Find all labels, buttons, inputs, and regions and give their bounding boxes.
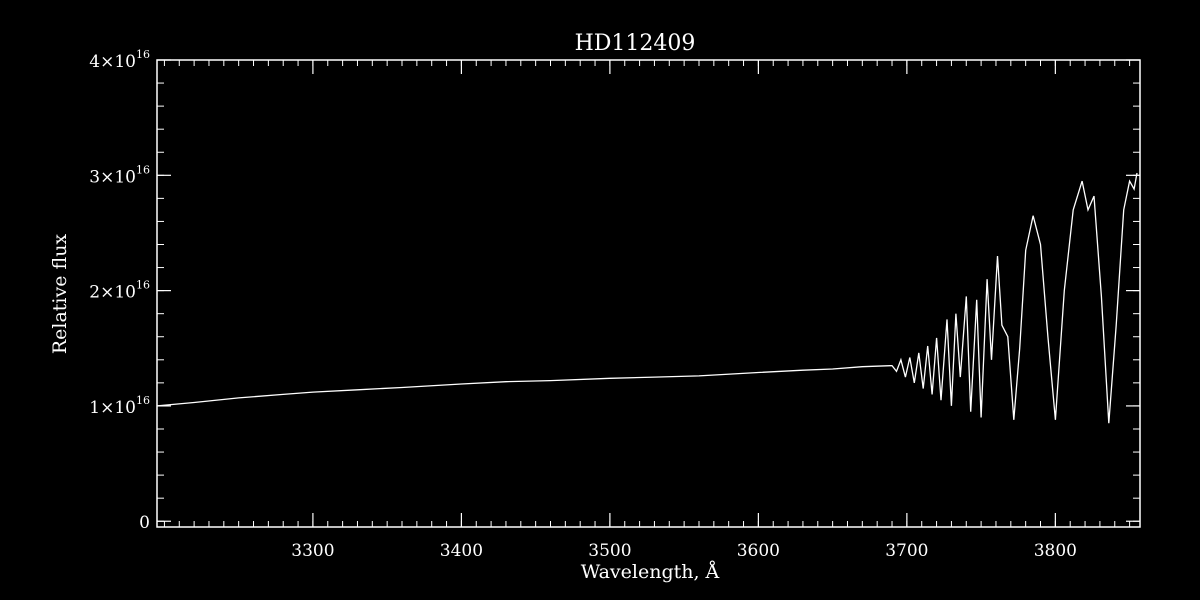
- y-axis-ticks: [157, 59, 1140, 522]
- x-tick-label: 3600: [737, 541, 780, 561]
- x-tick-label: 3300: [291, 541, 334, 561]
- y-tick-label: 1×1016: [89, 394, 150, 418]
- x-tick-label: 3700: [885, 541, 928, 561]
- chart-title: HD112409: [575, 31, 696, 56]
- x-tick-label: 3400: [440, 541, 483, 561]
- y-axis-tick-labels: 0 1×1016 2×1016 3×1016 4×1016: [89, 48, 150, 533]
- plot-frame: [156, 59, 1141, 528]
- x-axis-label: Wavelength, Å: [581, 561, 720, 583]
- y-tick-label: 3×1016: [89, 163, 150, 187]
- y-tick-label: 4×1016: [89, 48, 150, 72]
- x-axis-ticks: [163, 60, 1131, 527]
- y-axis-label: Relative flux: [49, 234, 71, 355]
- x-tick-label: 3500: [588, 541, 631, 561]
- spectrum-series-line: [156, 172, 1138, 424]
- x-tick-label: 3800: [1034, 541, 1077, 561]
- y-tick-label: 2×1016: [89, 279, 150, 303]
- y-tick-label: 0: [139, 513, 150, 533]
- x-axis-tick-labels: 3300 3400 3500 3600 3700 3800: [291, 541, 1077, 561]
